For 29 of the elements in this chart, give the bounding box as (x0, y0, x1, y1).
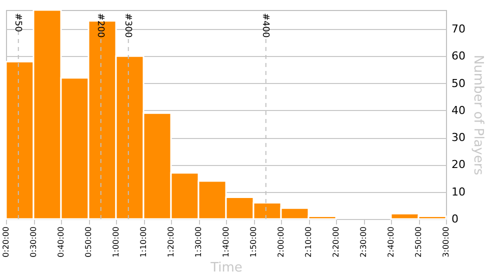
x-tick-label: 0:50:00 (84, 226, 93, 258)
y-tick-label: 20 (452, 158, 466, 172)
x-tick-label: 3:00:00 (442, 226, 450, 258)
annotation: #200 (94, 13, 105, 38)
x-tick-label: 0:30:00 (29, 226, 38, 258)
x-tick-label: 1:10:00 (139, 226, 148, 258)
x-tick-label: 2:20:00 (332, 226, 340, 258)
x-tick-label: 2:10:00 (304, 226, 313, 258)
x-tick-label: 1:40:00 (222, 226, 230, 258)
annotation: #50 (12, 13, 22, 32)
x-tick-label: 1:50:00 (249, 226, 258, 258)
x-tick-label: 1:00:00 (112, 226, 120, 258)
x-tick-label: 0:40:00 (56, 226, 66, 258)
y-tick-label: 60 (452, 50, 466, 63)
y-tick-label: 50 (452, 76, 466, 90)
x-tick-label: 2:40:00 (386, 226, 396, 258)
y-tick-label: 10 (452, 185, 466, 198)
y-tick-label: 40 (452, 104, 466, 117)
y-tick-label: 70 (452, 22, 466, 36)
y-tick-label: 30 (452, 131, 466, 144)
annotation: #300 (122, 13, 132, 38)
x-tick-label: 2:00:00 (276, 226, 286, 258)
x-tick-label: 2:50:00 (414, 226, 423, 258)
y-tick-label: 0 (452, 212, 458, 226)
x-tick-label: 1:30:00 (194, 226, 203, 258)
x-tick-label: 2:30:00 (359, 226, 368, 258)
x-tick-label: 1:20:00 (166, 226, 176, 258)
annotation: #400 (260, 13, 270, 38)
x-tick-label: 0:20:00 (2, 226, 10, 258)
